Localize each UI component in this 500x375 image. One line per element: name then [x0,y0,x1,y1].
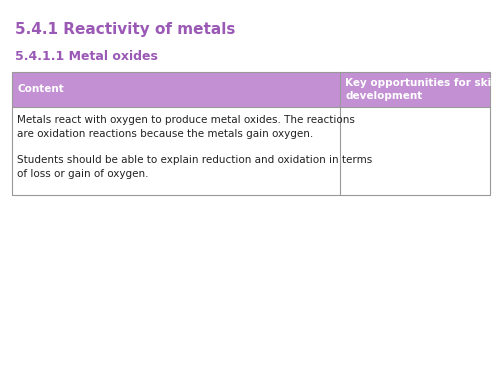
Text: Content: Content [17,84,64,94]
Text: 5.4.1 Reactivity of metals: 5.4.1 Reactivity of metals [15,22,235,37]
Bar [12,72,490,107]
Text: Metals react with oxygen to produce metal oxides. The reactions
are oxidation re: Metals react with oxygen to produce meta… [17,115,355,139]
Bar [12,72,490,195]
Text: Students should be able to explain reduction and oxidation in terms
of loss or g: Students should be able to explain reduc… [17,155,372,179]
Text: 5.4.1.1 Metal oxides: 5.4.1.1 Metal oxides [15,50,158,63]
Text: Key opportunities for skills
development: Key opportunities for skills development [345,78,500,101]
